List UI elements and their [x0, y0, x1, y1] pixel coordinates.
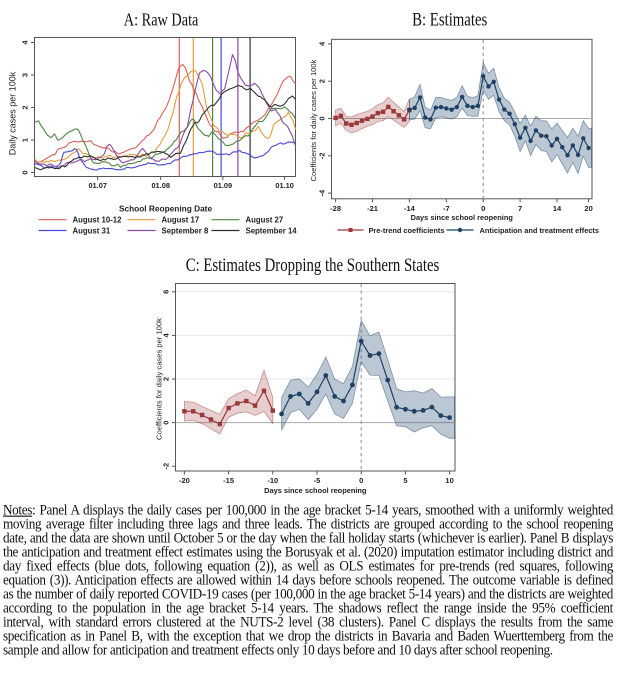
svg-text:0: 0 — [481, 204, 485, 213]
svg-text:4: 4 — [21, 40, 30, 45]
svg-text:Anticipation and treatment eff: Anticipation and treatment effects — [480, 226, 600, 235]
svg-text:C: Estimates Dropping the Sout: C: Estimates Dropping the Southern State… — [186, 254, 440, 275]
svg-text:4: 4 — [318, 41, 327, 46]
svg-text:-14: -14 — [404, 204, 416, 213]
svg-text:-20: -20 — [179, 476, 190, 485]
svg-text:01.09: 01.09 — [214, 181, 233, 190]
svg-text:01.07: 01.07 — [88, 181, 107, 190]
svg-text:4: 4 — [162, 332, 171, 337]
svg-text:September 14: September 14 — [246, 227, 298, 236]
svg-text:2: 2 — [21, 105, 30, 109]
svg-text:10: 10 — [445, 476, 453, 485]
svg-text:-15: -15 — [223, 476, 234, 485]
svg-text:-21: -21 — [367, 204, 378, 213]
svg-text:0: 0 — [162, 421, 171, 425]
svg-text:August 27: August 27 — [246, 216, 284, 225]
svg-text:01.10: 01.10 — [275, 181, 294, 190]
svg-text:August 10-12: August 10-12 — [73, 216, 123, 225]
svg-text:0: 0 — [21, 170, 30, 174]
svg-text:Daily cases per 100k: Daily cases per 100k — [8, 71, 18, 155]
svg-text:0: 0 — [359, 476, 363, 485]
svg-text:14: 14 — [553, 204, 562, 213]
svg-text:-10: -10 — [267, 476, 278, 485]
svg-text:1: 1 — [21, 138, 30, 142]
svg-text:0: 0 — [318, 116, 327, 120]
svg-text:Coefficients for daily cases p: Coefficients for daily cases per 100k — [309, 59, 318, 181]
svg-text:2: 2 — [318, 79, 327, 83]
svg-text:Coefficients for daily cases p: Coefficients for daily cases per 100k — [155, 318, 164, 440]
svg-text:-4: -4 — [318, 189, 327, 196]
svg-text:Pre-trend coefficients: Pre-trend coefficients — [369, 226, 445, 235]
svg-text:-28: -28 — [330, 204, 341, 213]
svg-text:6: 6 — [162, 290, 171, 294]
svg-text:5: 5 — [403, 476, 407, 485]
svg-text:-2: -2 — [162, 463, 171, 470]
svg-text:01.08: 01.08 — [151, 181, 170, 190]
svg-text:August 17: August 17 — [162, 216, 200, 225]
svg-text:B: Estimates: B: Estimates — [412, 9, 487, 30]
svg-text:August 31: August 31 — [73, 227, 111, 236]
svg-text:2: 2 — [162, 377, 171, 381]
svg-text:Days since school reopening: Days since school reopening — [411, 213, 514, 222]
svg-text:7: 7 — [518, 204, 522, 213]
svg-text:3: 3 — [21, 73, 30, 77]
svg-text:-7: -7 — [443, 204, 450, 213]
svg-text:September 8: September 8 — [162, 227, 209, 236]
svg-text:-2: -2 — [318, 152, 327, 159]
svg-text:Days since school reopening: Days since school reopening — [264, 486, 367, 495]
svg-text:A: Raw Data: A: Raw Data — [124, 11, 199, 30]
svg-text:20: 20 — [584, 204, 592, 213]
svg-text:School Reopening Date: School Reopening Date — [119, 204, 213, 214]
svg-text:-5: -5 — [314, 476, 321, 485]
